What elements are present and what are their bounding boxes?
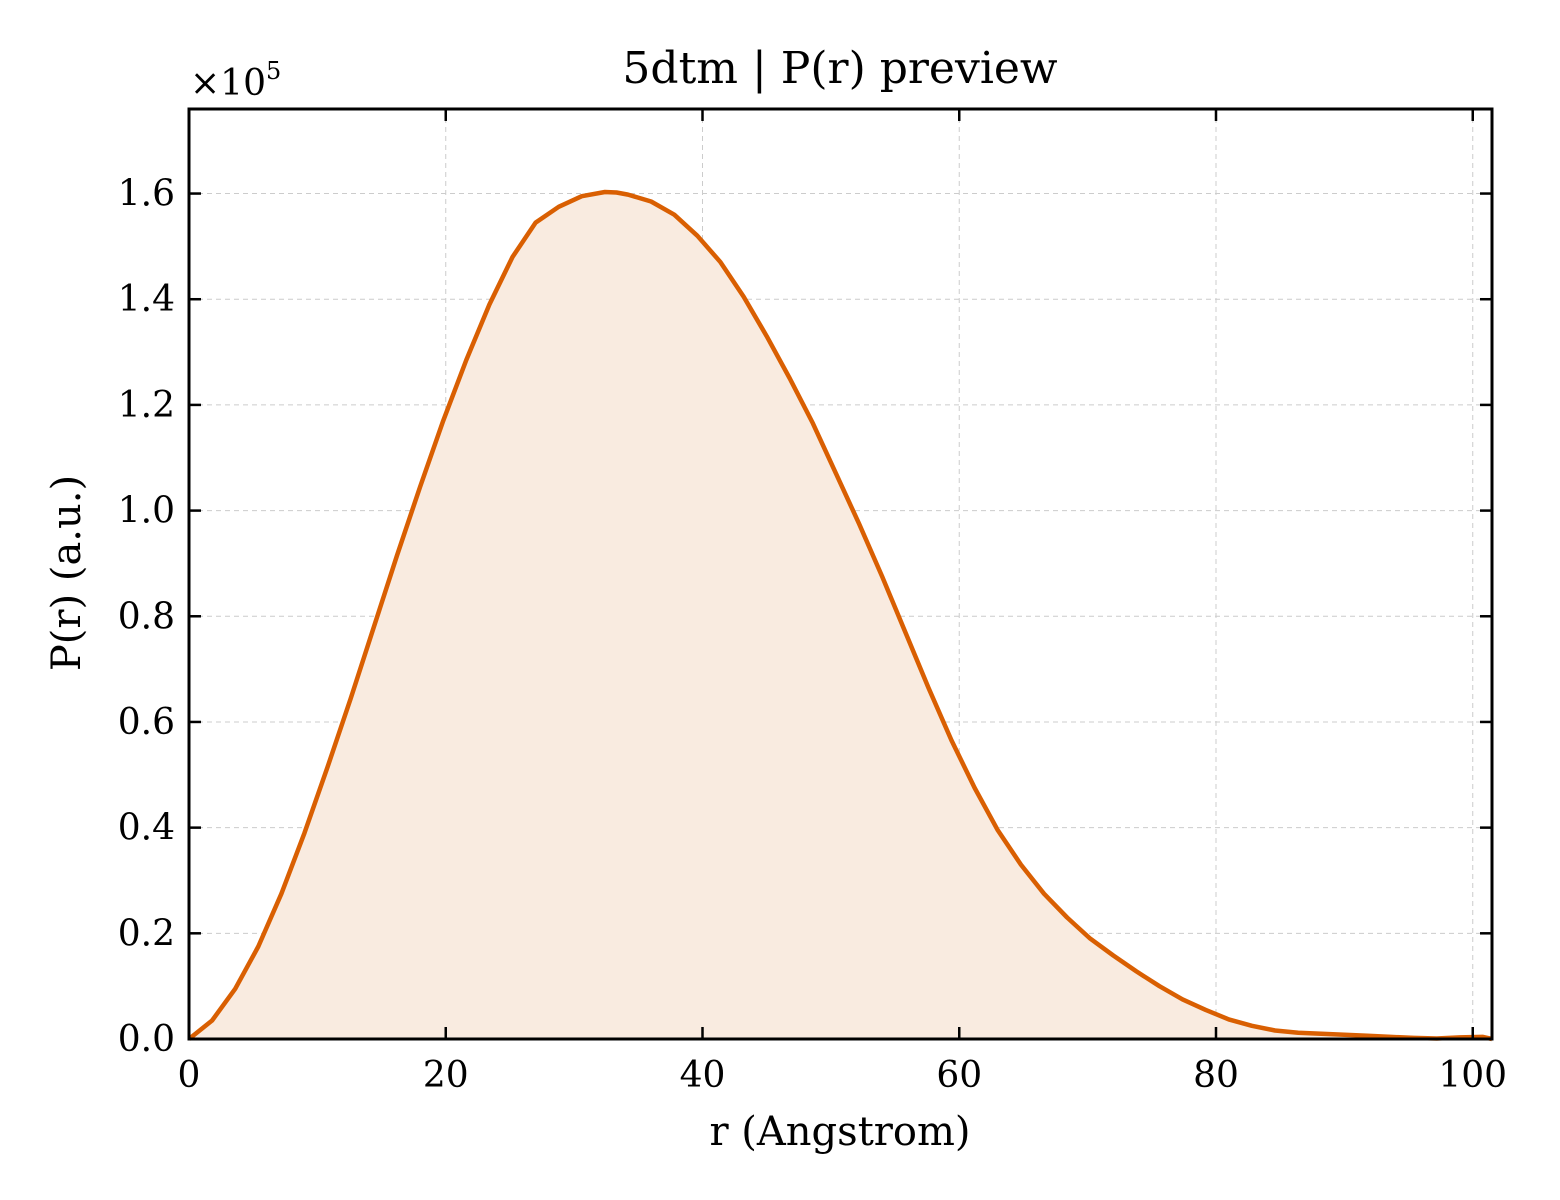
y-tick-label: 0.0 — [118, 1019, 175, 1060]
y-multiplier-label: ×105 — [190, 57, 281, 104]
chart-title: 5dtm | P(r) preview — [622, 43, 1058, 94]
y-axis-label: P(r) (a.u.) — [44, 475, 90, 671]
y-multiplier-base: ×10 — [190, 63, 266, 104]
x-tick-label: 100 — [1438, 1055, 1507, 1096]
area-fill — [189, 192, 1492, 1039]
y-tick-label: 0.4 — [118, 808, 175, 849]
y-tick-label: 1.2 — [118, 385, 175, 426]
y-tick-label: 1.6 — [118, 174, 175, 215]
y-tick-label: 0.8 — [118, 596, 175, 637]
x-tick-label: 80 — [1193, 1055, 1239, 1096]
plot-frame — [187, 107, 1494, 1041]
x-tick-label: 0 — [178, 1055, 201, 1096]
y-tick-label: 0.2 — [118, 913, 175, 954]
y-tick-label: 1.0 — [118, 491, 175, 532]
x-tick-label: 60 — [936, 1055, 982, 1096]
x-tick-label: 40 — [680, 1055, 726, 1096]
pr-curve-line — [187, 189, 1493, 1042]
y-tick-label: 1.4 — [118, 279, 175, 320]
x-tick-label: 20 — [423, 1055, 469, 1096]
y-tick-labels: 0.0 0.2 0.4 0.6 0.8 1.0 1.2 1.4 1.6 — [118, 174, 175, 1060]
y-multiplier-exponent: 5 — [266, 57, 281, 85]
y-tick-label: 0.6 — [118, 702, 175, 743]
x-tick-labels: 0 20 40 60 80 100 — [178, 1055, 1508, 1096]
x-axis-label: r (Angstrom) — [709, 1109, 970, 1155]
